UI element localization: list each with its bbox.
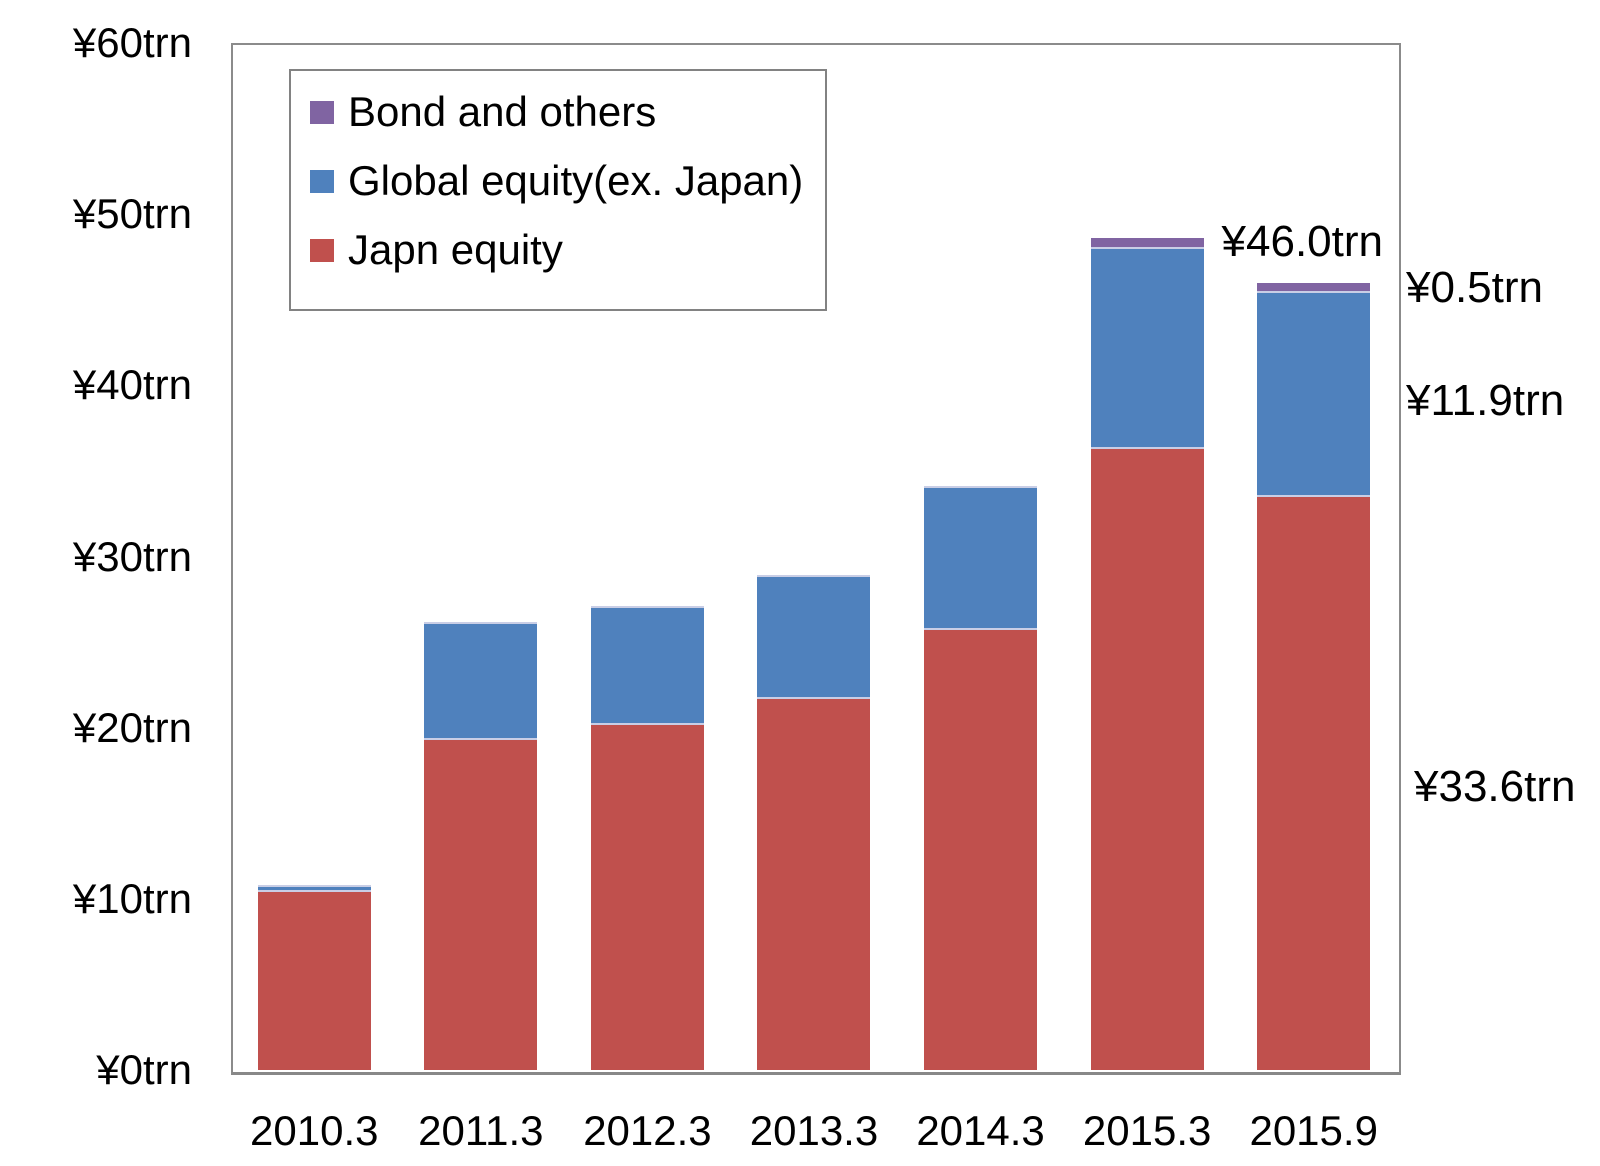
annotation-japan-2015-9: ¥33.6trn	[1414, 762, 1576, 811]
legend-item-japn-equity: Japn equity	[310, 228, 825, 272]
segment-japn-equity-2015.3	[1090, 446, 1204, 1070]
bar-2010.3	[257, 885, 371, 1070]
y-axis-label-4: ¥40trn	[72, 361, 192, 409]
segment-japn-equity-2013.3	[757, 696, 871, 1070]
y-axis-label-2: ¥20trn	[72, 703, 192, 751]
x-axis-label-2012.3: 2012.3	[583, 1107, 712, 1154]
segment-global-equity-ex-japan--2015.3	[1090, 246, 1204, 447]
x-axis-label-2010.3: 2010.3	[250, 1107, 379, 1154]
y-axis-label-6: ¥60trn	[72, 19, 192, 66]
segment-japn-equity-2012.3	[590, 722, 704, 1070]
bar-slot-2011.3	[398, 43, 565, 1070]
x-axis-label-2015.9: 2015.9	[1249, 1107, 1378, 1154]
legend-item-bond-and-others: Bond and others	[310, 90, 825, 134]
bar-slot-2015.9	[1230, 43, 1397, 1070]
bar-2015.3	[1090, 238, 1204, 1070]
x-axis-label-2014.3: 2014.3	[916, 1107, 1045, 1154]
segment-global-equity-ex-japan--2015.9	[1257, 291, 1371, 495]
bar-slot-2010.3	[231, 43, 398, 1070]
legend-item-global-equity-ex-japan-: Global equity(ex. Japan)	[310, 159, 825, 203]
bar-slot-2014.3	[897, 43, 1064, 1070]
x-axis-label-2015.3: 2015.3	[1082, 1107, 1212, 1154]
segment-global-equity-ex-japan--2011.3	[424, 621, 538, 738]
bar-slot-2012.3	[564, 43, 731, 1070]
annotation-global-2015-9: ¥11.9trn	[1406, 376, 1565, 425]
annotation-total-2015-9: ¥46.0trn	[1221, 217, 1383, 266]
legend-swatch-icon	[310, 238, 334, 262]
segment-japn-equity-2011.3	[424, 737, 538, 1070]
bar-slot-2015.3	[1064, 43, 1231, 1070]
y-axis-label-3: ¥30trn	[72, 532, 192, 580]
bar-2013.3	[757, 575, 871, 1070]
segment-japn-equity-2015.9	[1257, 494, 1371, 1070]
bar-slot-2013.3	[731, 43, 898, 1070]
bar-2012.3	[590, 606, 704, 1070]
annotation-bond-2015-9: ¥0.5trn	[1406, 263, 1543, 312]
legend: Bond and others Global equity(ex. Japan) J…	[289, 69, 827, 311]
bar-2014.3	[924, 486, 1038, 1070]
segment-global-equity-ex-japan--2014.3	[924, 486, 1038, 629]
segment-japn-equity-2010.3	[257, 890, 371, 1070]
y-axis-label-0: ¥0trn	[96, 1046, 192, 1093]
bar-2015.9	[1257, 282, 1371, 1070]
legend-item-label: Bond and others	[348, 88, 657, 135]
y-axis-label-1: ¥10trn	[72, 874, 192, 922]
segment-japn-equity-2014.3	[924, 628, 1038, 1070]
segment-bond-and-others-2015.9	[1257, 282, 1371, 292]
segment-bond-and-others-2015.3	[1090, 238, 1204, 247]
legend-swatch-icon	[310, 100, 334, 124]
bar-2011.3	[424, 621, 538, 1070]
segment-global-equity-ex-japan--2010.3	[257, 885, 371, 891]
x-axis-label-2013.3: 2013.3	[749, 1107, 879, 1154]
segment-global-equity-ex-japan--2012.3	[590, 606, 704, 723]
x-axis-label-2011.3: 2011.3	[418, 1107, 544, 1154]
legend-item-label: Japn equity	[348, 226, 563, 273]
legend-item-label: Global equity(ex. Japan)	[348, 157, 804, 204]
segment-global-equity-ex-japan--2013.3	[757, 575, 871, 697]
y-axis-label-5: ¥50trn	[72, 190, 192, 238]
legend-swatch-icon	[310, 169, 334, 193]
